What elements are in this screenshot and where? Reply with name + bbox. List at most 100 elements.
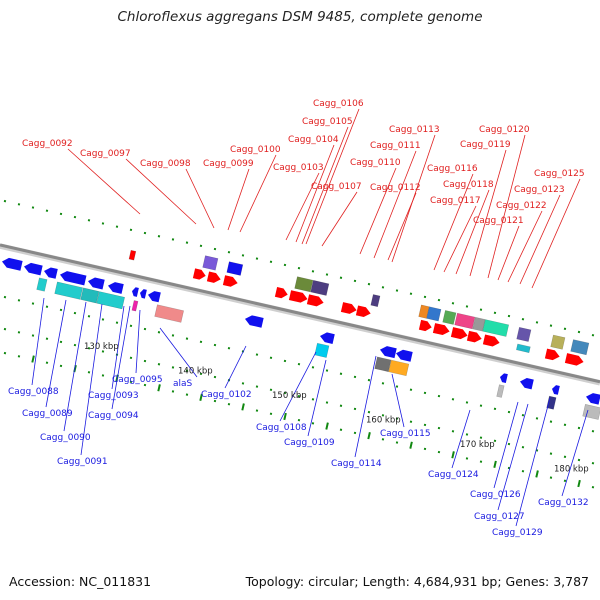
skew-tick xyxy=(17,355,21,358)
skew-tick xyxy=(171,334,175,337)
leader-line xyxy=(455,189,490,275)
skew-tick xyxy=(171,390,175,393)
skew-tick xyxy=(3,351,7,355)
leader-line xyxy=(373,150,417,259)
scale-label: 180 kbp xyxy=(554,464,589,474)
scale-label: 140 kbp xyxy=(178,367,213,377)
leader-line xyxy=(497,403,529,511)
skew-tick xyxy=(409,388,413,391)
skew-tick xyxy=(591,486,595,489)
reverse-gene-arrow xyxy=(44,267,58,279)
gene-box xyxy=(426,306,442,322)
scale-label: 170 kbp xyxy=(460,440,495,450)
gene-label-forward: Cagg_0097 xyxy=(80,149,131,159)
skew-tick xyxy=(395,441,399,444)
skew-tick xyxy=(535,417,539,420)
gene-label-forward: Cagg_0104 xyxy=(288,135,339,145)
gene-box xyxy=(80,287,100,304)
skew-tick xyxy=(577,426,581,430)
gene-label-reverse: Cagg_0109 xyxy=(284,438,335,448)
skew-tick xyxy=(241,403,245,411)
gene-label-reverse: Cagg_0088 xyxy=(8,387,59,397)
skew-tick xyxy=(465,433,469,436)
leader-line xyxy=(111,305,131,410)
forward-gene-arrow xyxy=(450,327,468,340)
leader-line xyxy=(285,172,320,241)
skew-tick xyxy=(591,430,595,433)
leader-line xyxy=(354,355,377,458)
skew-tick xyxy=(227,251,231,254)
skew-tick xyxy=(17,203,21,206)
skew-tick xyxy=(297,362,301,366)
gene-label-reverse: Cagg_0095 xyxy=(112,375,163,385)
leader-line xyxy=(561,409,589,497)
skew-tick xyxy=(339,404,343,407)
skew-tick xyxy=(507,410,511,414)
leader-line xyxy=(321,191,358,247)
skew-tick xyxy=(115,225,119,228)
leader-line xyxy=(224,345,247,389)
skew-tick xyxy=(45,361,49,364)
skew-tick xyxy=(59,340,63,344)
scale-label: 130 kbp xyxy=(84,342,119,352)
scale-label: 160 kbp xyxy=(366,415,401,425)
skew-tick xyxy=(451,430,455,433)
reverse-gene-arrow xyxy=(140,289,147,299)
skew-tick xyxy=(143,231,147,235)
gene-box xyxy=(482,319,510,337)
forward-gene-arrow xyxy=(564,353,584,366)
skew-tick xyxy=(157,384,161,392)
map-title: Chloroflexus aggregans DSM 9485, complet… xyxy=(117,9,483,25)
skew-tick xyxy=(227,403,231,406)
skew-tick xyxy=(437,450,441,454)
skew-tick xyxy=(17,331,21,334)
skew-tick xyxy=(465,401,469,404)
skew-tick xyxy=(157,235,161,238)
reverse-gene-arrow xyxy=(132,287,139,297)
skew-tick xyxy=(423,391,427,395)
skew-tick xyxy=(143,327,147,331)
skew-tick xyxy=(311,366,315,369)
skew-tick xyxy=(353,375,357,379)
forward-gene-arrow xyxy=(466,330,482,343)
gene-box xyxy=(131,300,139,312)
skew-tick xyxy=(269,388,273,391)
skew-tick xyxy=(451,302,455,305)
gene-box xyxy=(294,276,314,293)
gene-label-forward: Cagg_0107 xyxy=(311,182,362,192)
skew-tick xyxy=(409,420,413,423)
skew-tick xyxy=(101,318,105,321)
skew-tick xyxy=(577,479,581,488)
skew-tick xyxy=(535,321,539,324)
skew-tick xyxy=(325,369,329,372)
forward-gene-arrow xyxy=(482,334,500,347)
gene-label-forward: Cagg_0103 xyxy=(273,163,324,173)
leader-line xyxy=(125,158,197,225)
reverse-gene-arrow xyxy=(88,277,105,290)
skew-tick xyxy=(3,327,7,331)
forward-gene-arrow xyxy=(206,271,221,283)
skew-tick xyxy=(353,407,357,411)
leader-line xyxy=(443,205,477,273)
leader-line xyxy=(497,225,520,281)
skew-tick xyxy=(311,270,315,273)
forward-gene-arrow xyxy=(306,294,324,307)
reverse-gene-arrow xyxy=(320,332,335,344)
skew-tick xyxy=(101,350,105,353)
skew-tick xyxy=(297,266,301,270)
skew-tick xyxy=(507,442,511,446)
gene-label-reverse: Cagg_0115 xyxy=(380,429,431,439)
skew-tick xyxy=(73,215,77,219)
leader-line xyxy=(295,144,335,243)
genome-summary-text: Topology: circular; Length: 4,684,931 bp… xyxy=(245,574,589,589)
skew-tick xyxy=(591,334,595,337)
gene-label-forward: Cagg_0117 xyxy=(430,196,481,206)
leader-line xyxy=(519,194,561,285)
skew-tick xyxy=(3,295,7,299)
skew-tick xyxy=(87,347,91,350)
skew-tick xyxy=(381,382,385,385)
skew-tick xyxy=(101,222,105,225)
accession-text: Accession: NC_011831 xyxy=(9,574,152,589)
skew-tick xyxy=(353,431,357,435)
gene-box xyxy=(370,294,381,308)
